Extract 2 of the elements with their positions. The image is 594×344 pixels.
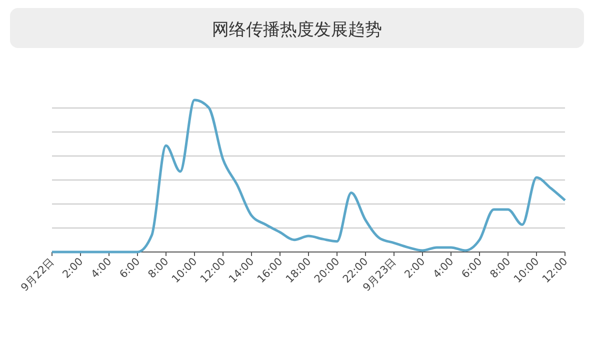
x-tick-label: 9月22日 — [18, 256, 58, 294]
chart-title: 网络传播热度发展趋势 — [212, 20, 382, 40]
